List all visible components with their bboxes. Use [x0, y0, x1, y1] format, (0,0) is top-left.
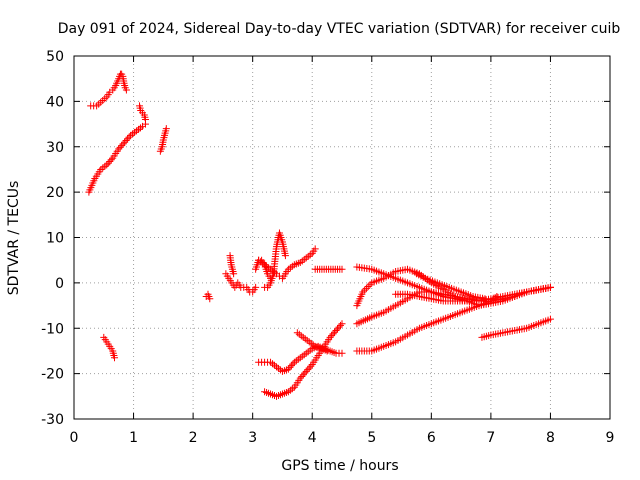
data-point	[106, 157, 114, 165]
data-point	[301, 369, 309, 377]
data-point	[107, 156, 115, 164]
data-point	[546, 315, 554, 323]
data-point	[307, 362, 315, 370]
data-point	[115, 145, 123, 153]
x-tick-label: 5	[367, 430, 376, 446]
y-tick-label: 40	[46, 94, 64, 110]
series-s6	[202, 290, 214, 303]
data-point	[119, 140, 127, 148]
grid-lines	[74, 56, 610, 419]
data-point	[338, 265, 346, 273]
series-s4	[156, 125, 170, 155]
series-s21	[353, 292, 501, 355]
data-point	[281, 252, 289, 260]
data-point	[122, 86, 130, 94]
data-point	[125, 133, 133, 141]
data-point	[366, 281, 374, 289]
data-point	[304, 366, 312, 374]
x-tick-label: 2	[189, 430, 198, 446]
series-s8	[226, 252, 238, 278]
data-point	[141, 116, 149, 124]
axis-ticks: 0 1 2 3 4 5 6 7 8 9 50 40 30 20 10 0 -10 -20 -30	[41, 49, 614, 446]
data-point	[162, 125, 170, 133]
data-point	[328, 332, 336, 340]
data-point	[326, 333, 334, 341]
data-point	[311, 245, 319, 253]
data-point	[335, 323, 343, 331]
data-point	[359, 288, 367, 296]
data-point	[302, 367, 310, 375]
y-axis-label: SDTVAR / TECUs	[6, 181, 22, 296]
data-point	[124, 135, 132, 143]
data-point	[116, 143, 124, 151]
data-point	[298, 372, 306, 380]
data-point	[104, 159, 112, 167]
y-tick-label: 10	[46, 231, 64, 247]
data-point	[252, 283, 260, 291]
series-s11	[255, 245, 319, 282]
data-point	[296, 374, 304, 382]
x-tick-label: 7	[486, 430, 495, 446]
data-point	[118, 142, 126, 150]
data-point	[230, 270, 238, 278]
series-s2	[87, 70, 130, 110]
data-point	[338, 320, 346, 328]
series-s7	[222, 270, 260, 296]
data-point	[122, 137, 130, 145]
data-point	[481, 295, 489, 303]
x-tick-label: 1	[129, 430, 138, 446]
series-s13	[261, 320, 346, 400]
data-point	[338, 349, 346, 357]
y-tick-label: -20	[41, 367, 64, 383]
y-tick-label: 0	[55, 276, 64, 292]
y-tick-label: -10	[41, 321, 64, 337]
data-point	[103, 161, 111, 169]
series-s19	[392, 283, 554, 305]
data-point	[329, 330, 337, 338]
data-point	[361, 286, 369, 294]
data-point	[493, 292, 501, 300]
x-tick-label: 8	[546, 430, 555, 446]
data-point	[284, 365, 292, 373]
y-tick-label: 50	[46, 49, 64, 65]
data-point	[110, 354, 118, 362]
data-point	[364, 283, 372, 291]
x-tick-label: 4	[308, 430, 317, 446]
x-tick-label: 9	[606, 430, 615, 446]
data-point	[337, 321, 345, 329]
data-point	[287, 362, 295, 370]
data-point	[332, 327, 340, 335]
data-point	[362, 284, 370, 292]
x-axis-label: GPS time / hours	[281, 458, 398, 474]
series-s15	[311, 265, 346, 273]
y-tick-label: 20	[46, 185, 64, 201]
y-tick-label: -30	[41, 412, 64, 428]
x-tick-label: 0	[70, 430, 79, 446]
data-point	[121, 138, 129, 146]
y-tick-label: 30	[46, 140, 64, 156]
series-s1	[85, 120, 149, 196]
data-point	[331, 328, 339, 336]
data-points	[85, 70, 554, 400]
data-point	[334, 325, 342, 333]
data-point	[546, 283, 554, 291]
chart-title: Day 091 of 2024, Sidereal Day-to-day VTE…	[58, 21, 621, 37]
data-point	[206, 295, 214, 303]
series-s14	[293, 329, 331, 355]
data-point	[323, 347, 331, 355]
series-s5	[100, 333, 118, 362]
data-point	[305, 364, 313, 372]
x-tick-label: 6	[427, 430, 436, 446]
data-point	[289, 360, 297, 368]
series-s3	[136, 102, 149, 124]
data-point	[286, 363, 294, 371]
x-tick-label: 3	[248, 430, 257, 446]
series-s20	[412, 270, 489, 303]
data-point	[299, 371, 307, 379]
series-s22	[478, 315, 554, 341]
